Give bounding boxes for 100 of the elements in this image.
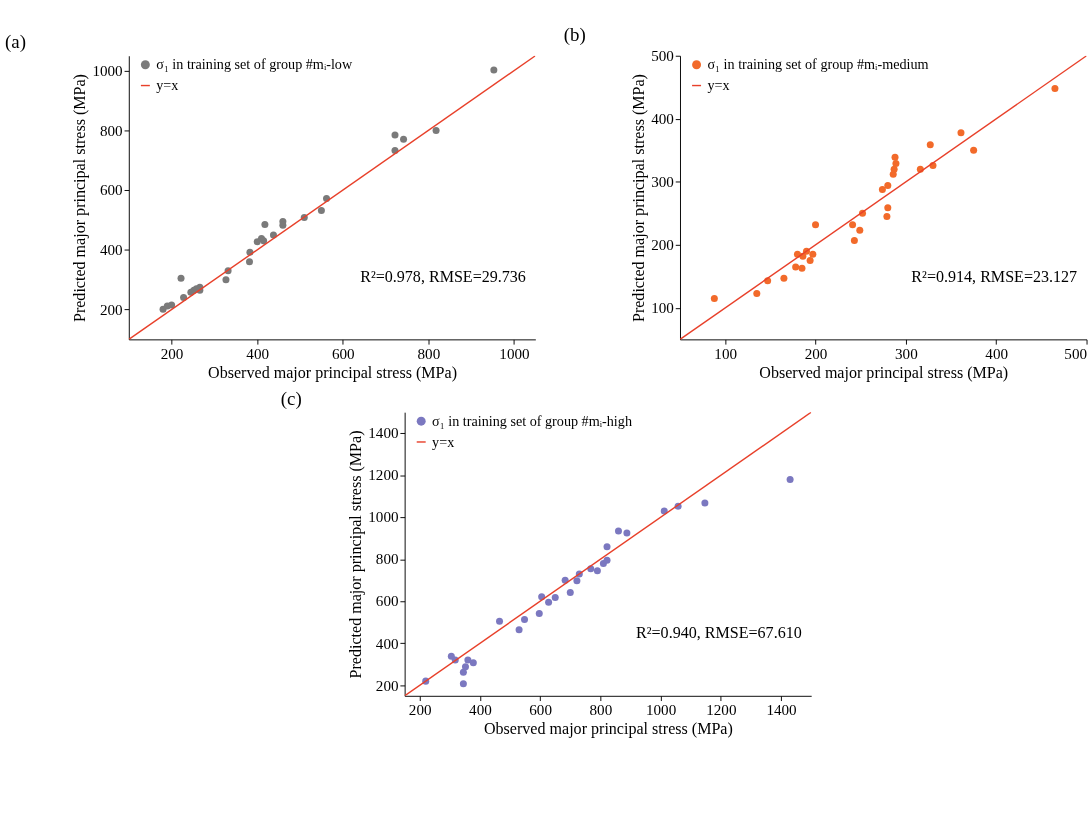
y-tick-label: 200 — [100, 301, 123, 318]
point — [317, 206, 325, 214]
y-tick-label: 800 — [375, 551, 399, 568]
point — [521, 616, 529, 624]
y-tick-label: 500 — [651, 47, 674, 64]
x-tick-label: 100 — [714, 345, 737, 362]
legend-label: σ₁ in training set of group #mᵢ-medium — [707, 56, 929, 73]
x-tick-label: 400 — [985, 345, 1009, 362]
point — [490, 66, 498, 74]
point — [753, 289, 761, 297]
point — [856, 226, 864, 234]
x-tick-label: 300 — [895, 345, 918, 362]
point — [780, 274, 788, 282]
x-tick-label: 1200 — [706, 702, 737, 719]
x-axis-title: Observed major principal stress (MPa) — [208, 363, 458, 382]
x-tick-label: 200 — [804, 345, 828, 362]
x-axis-title: Observed major principal stress (MPa) — [483, 720, 733, 739]
y-axis-title: Predicted major principal stress (MPa) — [346, 430, 365, 679]
legend-label: y=x — [156, 77, 179, 94]
y-tick-label: 400 — [100, 242, 123, 259]
point — [1051, 85, 1059, 93]
legend-label: σ₁ in training set of group #mᵢ-low — [156, 56, 353, 73]
point — [180, 294, 188, 302]
point — [786, 475, 794, 483]
point — [538, 593, 546, 601]
point — [603, 556, 611, 564]
point — [884, 204, 892, 212]
point — [461, 663, 469, 671]
y-tick-label: 400 — [375, 635, 399, 652]
point — [459, 668, 467, 676]
x-tick-label: 400 — [246, 345, 270, 362]
point — [891, 153, 899, 161]
point — [245, 258, 253, 266]
legend-label: y=x — [707, 77, 730, 94]
point — [432, 126, 440, 134]
y-tick-label: 200 — [651, 237, 674, 254]
point — [261, 220, 269, 228]
point — [798, 264, 806, 272]
point — [593, 567, 601, 575]
point — [957, 129, 965, 137]
y-tick-label: 1000 — [368, 509, 399, 526]
y-tick-label: 600 — [100, 182, 123, 199]
point — [566, 588, 574, 596]
point — [515, 626, 523, 634]
legend-label: y=x — [432, 433, 455, 450]
point — [970, 146, 978, 154]
point — [400, 135, 408, 143]
point — [447, 652, 455, 660]
chart-title: (a) — [4, 31, 26, 54]
x-tick-label: 1000 — [499, 345, 530, 362]
point — [391, 131, 399, 139]
point — [792, 263, 800, 271]
x-tick-label: 800 — [417, 345, 441, 362]
point — [614, 527, 622, 535]
x-axis-title: Observed major principal stress (MPa) — [759, 363, 1009, 382]
y-tick-label: 600 — [375, 593, 399, 610]
y-tick-label: 1000 — [92, 62, 123, 79]
point — [459, 680, 467, 688]
point — [850, 236, 858, 244]
y-tick-label: 800 — [100, 122, 123, 139]
point — [573, 577, 581, 585]
point — [878, 185, 886, 193]
annotation: R²=0.940, RMSE=67.610 — [636, 624, 802, 642]
point — [806, 257, 814, 265]
point — [177, 274, 185, 282]
x-tick-label: 1400 — [766, 702, 797, 719]
point — [222, 276, 230, 284]
x-tick-label: 600 — [331, 345, 355, 362]
point — [883, 212, 891, 220]
x-tick-label: 500 — [1064, 345, 1088, 362]
legend-label: σ₁ in training set of group #mᵢ-high — [432, 412, 632, 429]
point — [623, 529, 631, 537]
point — [710, 294, 718, 302]
point — [701, 499, 709, 507]
x-tick-label: 600 — [529, 702, 552, 719]
point — [551, 594, 559, 602]
chart-title: (b) — [563, 23, 586, 46]
chart-title: (c) — [280, 387, 302, 410]
y-tick-label: 100 — [651, 300, 674, 317]
annotation: R²=0.978, RMSE=29.736 — [360, 267, 526, 285]
y-axis-title: Predicted major principal stress (MPa) — [629, 74, 648, 323]
point — [545, 598, 553, 606]
point — [890, 165, 898, 173]
x-tick-label: 800 — [589, 702, 613, 719]
point — [884, 182, 892, 190]
point — [809, 250, 817, 258]
annotation: R²=0.914, RMSE=23.127 — [911, 267, 1078, 285]
point — [535, 609, 543, 617]
y-axis-title: Predicted major principal stress (MPa) — [70, 74, 89, 323]
point — [159, 305, 167, 313]
y-tick-label: 300 — [651, 174, 674, 191]
point — [849, 221, 857, 229]
y-tick-label: 1400 — [368, 425, 399, 442]
point — [812, 221, 820, 229]
y-tick-label: 1200 — [368, 467, 399, 484]
point — [469, 659, 477, 667]
point — [168, 301, 176, 309]
point — [926, 141, 934, 149]
point — [603, 543, 611, 551]
x-tick-label: 400 — [469, 702, 492, 719]
